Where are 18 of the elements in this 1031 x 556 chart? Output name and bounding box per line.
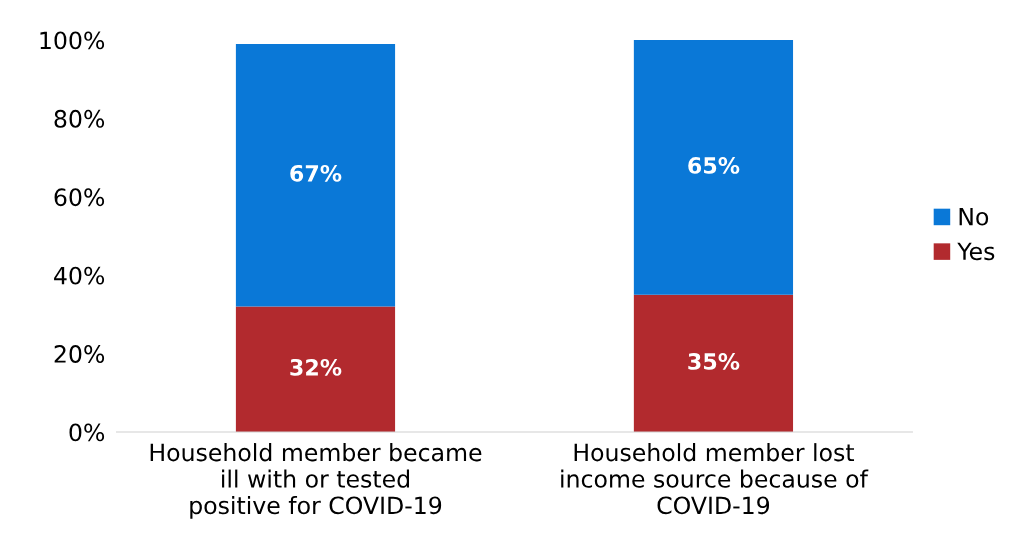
y-tick-label: 80% xyxy=(54,109,105,128)
y-tick-label: 60% xyxy=(54,188,105,207)
bar xyxy=(633,40,794,295)
bar xyxy=(633,294,794,433)
x-tick-label: Household member lost income source because of COVID-19 xyxy=(561,443,869,515)
data-label: 67% xyxy=(290,164,342,182)
y-tick-label: 100% xyxy=(40,31,105,50)
bar xyxy=(235,306,396,433)
legend-label: Yes xyxy=(957,242,995,261)
bar xyxy=(235,43,396,307)
y-tick-label: 20% xyxy=(54,345,105,363)
data-label: 65% xyxy=(688,157,740,174)
y-tick-label: 40% xyxy=(54,266,105,285)
x-tick-label: Household member became ill with or tested positive for COVID-19 xyxy=(150,443,482,519)
data-label: 35% xyxy=(688,353,740,370)
legend-label: No xyxy=(959,207,989,226)
data-label: 32% xyxy=(290,358,342,376)
y-tick-label: 0% xyxy=(69,423,105,442)
